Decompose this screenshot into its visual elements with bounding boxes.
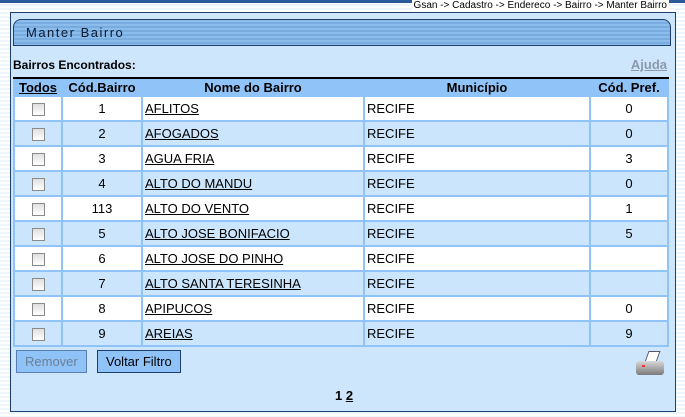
row-checkbox[interactable] (31, 228, 45, 242)
cell-municipio: RECIFE (365, 247, 589, 270)
cell-pref: 0 (591, 122, 667, 145)
cell-pref: 0 (591, 297, 667, 320)
cell-cod: 8 (63, 297, 141, 320)
cell-pref: 9 (591, 322, 667, 345)
cell-pref: 1 (591, 197, 667, 220)
pagination: 1 2 (11, 388, 677, 403)
row-checkbox[interactable] (31, 178, 45, 192)
cell-municipio: RECIFE (365, 322, 589, 345)
cell-pref (591, 247, 667, 270)
table-row: 113 ALTO DO VENTO RECIFE 1 (15, 197, 667, 220)
row-checkbox[interactable] (31, 103, 45, 117)
row-checkbox[interactable] (31, 303, 45, 317)
col-header-nome: Nome do Bairro (143, 81, 363, 95)
top-line (0, 0, 685, 3)
results-table: Todos Cód.Bairro Nome do Bairro Municípi… (13, 77, 669, 347)
title-bar: Manter Bairro (13, 19, 671, 46)
row-checkbox[interactable] (31, 278, 45, 292)
bairro-link[interactable]: AGUA FRIA (145, 151, 215, 166)
select-all-link[interactable]: Todos (15, 81, 61, 95)
remove-button[interactable]: Remover (16, 350, 87, 373)
cell-pref: 0 (591, 97, 667, 120)
bairro-link[interactable]: ALTO DO VENTO (145, 201, 250, 216)
table-row: 9 AREIAS RECIFE 9 (15, 322, 667, 345)
cell-municipio: RECIFE (365, 297, 589, 320)
table-row: 3 AGUA FRIA RECIFE 3 (15, 147, 667, 170)
main-panel: Manter Bairro Bairros Encontrados: Ajuda… (10, 12, 676, 412)
cell-cod: 113 (63, 197, 141, 220)
table-row: 8 APIPUCOS RECIFE 0 (15, 297, 667, 320)
row-checkbox[interactable] (31, 203, 45, 217)
cell-municipio: RECIFE (365, 122, 589, 145)
cell-pref (591, 272, 667, 295)
back-filter-button[interactable]: Voltar Filtro (97, 350, 181, 373)
breadcrumb: Gsan -> Cadastro -> Endereco -> Bairro -… (411, 0, 669, 11)
col-header-pref: Cód. Pref. (591, 81, 667, 95)
found-label: Bairros Encontrados: (13, 58, 136, 72)
cell-municipio: RECIFE (365, 97, 589, 120)
cell-municipio: RECIFE (365, 222, 589, 245)
bairro-link[interactable]: ALTO SANTA TERESINHA (145, 276, 301, 291)
current-page: 1 (334, 388, 343, 403)
cell-pref: 0 (591, 172, 667, 195)
row-checkbox[interactable] (31, 253, 45, 267)
cell-pref: 5 (591, 222, 667, 245)
bairro-link[interactable]: AREIAS (145, 326, 193, 341)
cell-cod: 3 (63, 147, 141, 170)
cell-pref: 3 (591, 147, 667, 170)
cell-municipio: RECIFE (365, 197, 589, 220)
cell-municipio: RECIFE (365, 172, 589, 195)
help-link[interactable]: Ajuda (630, 57, 667, 72)
table-row: 4 ALTO DO MANDU RECIFE 0 (15, 172, 667, 195)
cell-cod: 9 (63, 322, 141, 345)
page-link-2[interactable]: 2 (345, 388, 354, 403)
page-title: Manter Bairro (26, 25, 125, 40)
cell-cod: 2 (63, 122, 141, 145)
cell-municipio: RECIFE (365, 147, 589, 170)
table-row: 5 ALTO JOSE BONIFACIO RECIFE 5 (15, 222, 667, 245)
bairro-link[interactable]: ALTO JOSE DO PINHO (145, 251, 284, 266)
row-checkbox[interactable] (31, 153, 45, 167)
bairro-link[interactable]: AFLITOS (145, 101, 199, 116)
printer-icon[interactable] (634, 349, 666, 379)
table-row: 6 ALTO JOSE DO PINHO RECIFE (15, 247, 667, 270)
table-row: 1 AFLITOS RECIFE 0 (15, 97, 667, 120)
cell-cod: 4 (63, 172, 141, 195)
cell-cod: 6 (63, 247, 141, 270)
cell-cod: 7 (63, 272, 141, 295)
cell-cod: 5 (63, 222, 141, 245)
cell-cod: 1 (63, 97, 141, 120)
bairro-link[interactable]: ALTO JOSE BONIFACIO (145, 226, 290, 241)
bairro-link[interactable]: APIPUCOS (145, 301, 213, 316)
row-checkbox[interactable] (31, 128, 45, 142)
table-row: 7 ALTO SANTA TERESINHA RECIFE (15, 272, 667, 295)
col-header-municipio: Município (365, 81, 589, 95)
bairro-link[interactable]: ALTO DO MANDU (145, 176, 253, 191)
bairro-link[interactable]: AFOGADOS (145, 126, 219, 141)
col-header-cod: Cód.Bairro (63, 81, 141, 95)
row-checkbox[interactable] (31, 328, 45, 342)
cell-municipio: RECIFE (365, 272, 589, 295)
table-row: 2 AFOGADOS RECIFE 0 (15, 122, 667, 145)
